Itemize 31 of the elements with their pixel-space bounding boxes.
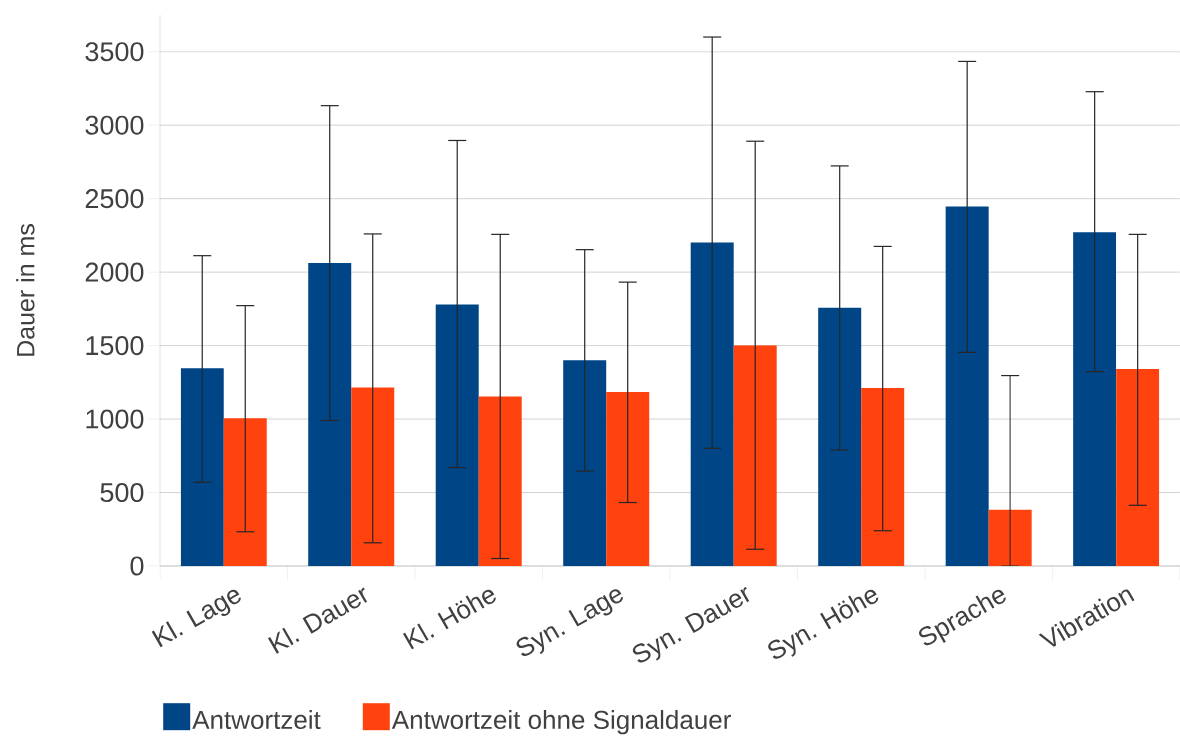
bar [606, 392, 650, 566]
y-tick-label: 2000 [85, 262, 144, 282]
bar [351, 387, 395, 566]
y-axis-title: Dauer in ms [16, 224, 35, 356]
bar [861, 388, 905, 566]
x-tick-label: Kl. Höhe [402, 589, 496, 650]
bar [223, 418, 267, 566]
x-tick-label: Syn. Höhe [768, 589, 879, 659]
y-tick-label: 3000 [85, 115, 144, 135]
y-tick-label: 1000 [86, 409, 144, 429]
bar [435, 304, 479, 566]
bar [945, 206, 989, 566]
bar [818, 307, 862, 566]
y-tick-label: 2500 [85, 189, 144, 209]
bar [1116, 369, 1160, 566]
y-tick-label: 3500 [85, 42, 144, 62]
legend-label: Antwortzeit [192, 710, 321, 730]
bar [180, 368, 224, 566]
bar [690, 242, 734, 566]
y-tick-label: 0 [130, 556, 144, 576]
x-tick-label: Syn. Lage [516, 589, 623, 656]
bar [733, 345, 777, 566]
y-tick-label: 500 [100, 482, 144, 503]
bar [988, 509, 1032, 566]
bar [478, 396, 522, 566]
bar [308, 262, 352, 566]
bar [1073, 232, 1117, 566]
x-tick-label: Kl. Lage [151, 589, 241, 648]
legend-label: Antwortzeit ohne Signaldauer [391, 710, 731, 735]
y-tick-label: 1500 [86, 336, 144, 356]
bar [563, 360, 607, 566]
